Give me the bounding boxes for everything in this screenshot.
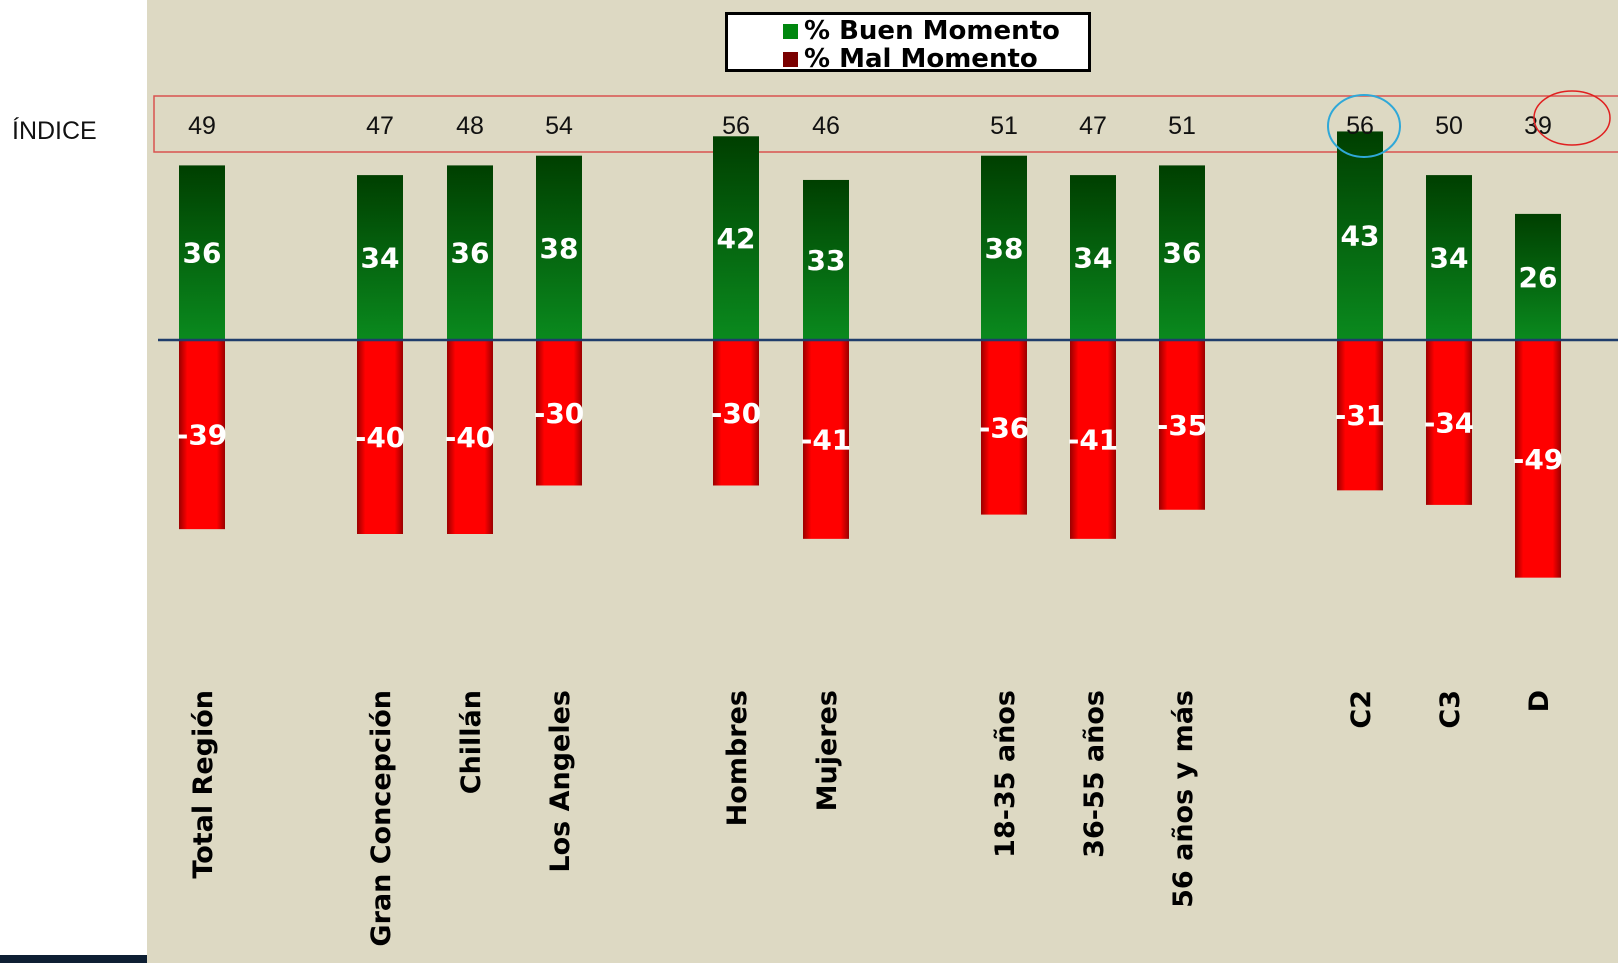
- category-label-total-region: Total Región: [188, 690, 219, 879]
- footer-strip: [0, 955, 147, 963]
- index-value-total-region: 49: [188, 112, 216, 140]
- category-label-gran-concepcion: Gran Concepción: [366, 690, 397, 947]
- indice-row-label: ÍNDICE: [12, 117, 97, 145]
- data-label-buen-c3: 34: [1430, 242, 1469, 275]
- category-label-c3: C3: [1435, 690, 1466, 729]
- data-label-buen-los-angeles: 38: [540, 232, 579, 265]
- bar-buen-gran-concepcion: [357, 175, 403, 340]
- index-value-mujeres: 46: [812, 112, 840, 140]
- left-panel: ÍNDICE: [0, 0, 147, 963]
- data-label-buen-c2: 43: [1341, 220, 1380, 253]
- category-label-18-35-anos: 18-35 años: [990, 690, 1021, 858]
- index-value-chillan: 48: [456, 112, 484, 140]
- bar-buen-hombres: [713, 136, 759, 340]
- index-value-d: 39: [1524, 112, 1552, 140]
- index-value-36-55-anos: 47: [1079, 112, 1107, 140]
- category-label-36-55-anos: 36-55 años: [1079, 690, 1110, 858]
- bar-buen-los-angeles: [536, 155, 582, 340]
- data-label-mal-c2: -31: [1335, 399, 1386, 432]
- data-label-buen-gran-concepcion: 34: [361, 242, 400, 275]
- data-label-buen-36-55-anos: 34: [1074, 242, 1113, 275]
- bar-buen-56-anos-y-mas: [1159, 165, 1205, 340]
- data-label-mal-total-region: -39: [177, 419, 228, 452]
- index-value-c2: 56: [1346, 112, 1374, 140]
- index-row-box: [153, 95, 1618, 153]
- highlight-circle-d: [1533, 90, 1611, 146]
- category-label-56-anos-y-mas: 56 años y más: [1168, 690, 1199, 908]
- data-label-mal-gran-concepcion: -40: [355, 421, 406, 454]
- index-value-56-anos-y-mas: 51: [1168, 112, 1196, 140]
- category-label-chillan: Chillán: [456, 690, 487, 794]
- bar-mal-gran-concepcion: [357, 340, 403, 534]
- bar-mal-mujeres: [803, 340, 849, 539]
- index-value-gran-concepcion: 47: [366, 112, 394, 140]
- data-label-mal-18-35-anos: -36: [979, 411, 1030, 444]
- bar-buen-c3: [1426, 175, 1472, 340]
- bar-buen-total-region: [179, 165, 225, 340]
- bar-chart: 36 -39 49 Total Región 34 -40 47 Gran Concepció…: [153, 90, 1618, 947]
- bar-buen-18-35-anos: [981, 155, 1027, 340]
- bar-mal-c2: [1337, 340, 1383, 491]
- index-value-18-35-anos: 51: [990, 112, 1018, 140]
- data-label-buen-mujeres: 33: [807, 244, 846, 277]
- bar-buen-c2: [1337, 131, 1383, 340]
- bar-mal-total-region: [179, 340, 225, 530]
- legend-item-good: % Buen Momento: [783, 16, 1060, 46]
- category-label-hombres: Hombres: [722, 690, 753, 826]
- legend-item-bad: % Mal Momento: [783, 44, 1038, 74]
- category-label-d: D: [1524, 690, 1555, 712]
- data-label-mal-36-55-anos: -41: [1068, 423, 1119, 456]
- data-label-mal-chillan: -40: [445, 421, 496, 454]
- chart-area: 36 -39 49 Total Región 34 -40 47 Gran Concepció…: [147, 0, 1618, 963]
- index-value-hombres: 56: [722, 112, 750, 140]
- bar-mal-los-angeles: [536, 340, 582, 486]
- bar-buen-mujeres: [803, 179, 849, 340]
- bar-mal-chillan: [447, 340, 493, 534]
- data-label-buen-56-anos-y-mas: 36: [1163, 237, 1202, 270]
- legend-label-bad: % Mal Momento: [804, 44, 1038, 74]
- legend-label-good: % Buen Momento: [804, 16, 1060, 46]
- data-label-buen-total-region: 36: [183, 237, 222, 270]
- data-label-mal-los-angeles: -30: [534, 397, 585, 430]
- data-label-mal-c3: -34: [1424, 406, 1475, 439]
- bar-buen-d: [1515, 213, 1561, 340]
- bar-mal-hombres: [713, 340, 759, 486]
- data-label-buen-chillan: 36: [451, 237, 490, 270]
- bar-mal-c3: [1426, 340, 1472, 505]
- bar-mal-56-anos-y-mas: [1159, 340, 1205, 510]
- data-label-buen-d: 26: [1519, 261, 1558, 294]
- data-label-buen-hombres: 42: [717, 222, 756, 255]
- legend-swatch-good: [783, 23, 798, 39]
- bar-mal-18-35-anos: [981, 340, 1027, 515]
- data-label-mal-mujeres: -41: [801, 423, 852, 456]
- category-label-los-angeles: Los Angeles: [545, 690, 576, 873]
- data-label-mal-d: -49: [1513, 443, 1564, 476]
- highlight-circle-c2: [1327, 94, 1401, 158]
- bar-mal-d: [1515, 340, 1561, 578]
- bar-mal-36-55-anos: [1070, 340, 1116, 539]
- data-label-mal-hombres: -30: [711, 397, 762, 430]
- data-label-buen-18-35-anos: 38: [985, 232, 1024, 265]
- index-value-c3: 50: [1435, 112, 1463, 140]
- legend: % Buen Momento % Mal Momento: [725, 12, 1091, 74]
- bar-buen-36-55-anos: [1070, 175, 1116, 340]
- data-label-mal-56-anos-y-mas: -35: [1157, 409, 1208, 442]
- category-label-c2: C2: [1346, 690, 1377, 729]
- index-value-los-angeles: 54: [545, 112, 573, 140]
- legend-swatch-bad: [783, 51, 798, 67]
- bar-buen-chillan: [447, 165, 493, 340]
- category-label-mujeres: Mujeres: [812, 690, 843, 811]
